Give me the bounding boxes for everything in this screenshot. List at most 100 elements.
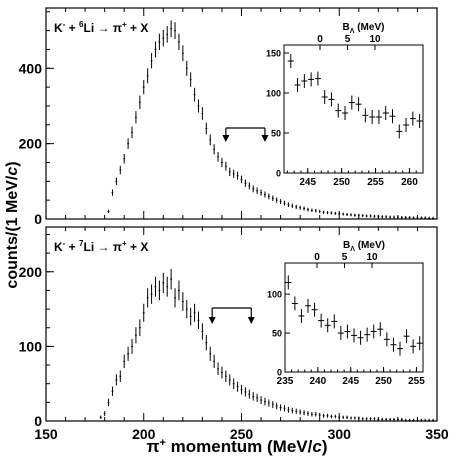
data-point bbox=[397, 418, 399, 422]
reaction-label: K- + 7Li → π+ + X bbox=[54, 239, 148, 254]
inset-x-tick-label: 250 bbox=[375, 376, 392, 387]
data-point bbox=[158, 280, 161, 301]
inset-data-point bbox=[416, 336, 423, 351]
data-point bbox=[221, 157, 223, 168]
data-point bbox=[357, 416, 360, 420]
data-point bbox=[397, 215, 399, 219]
reaction-part: Li bbox=[83, 240, 94, 254]
data-point bbox=[279, 199, 282, 205]
data-point bbox=[158, 33, 161, 51]
data-point bbox=[240, 175, 243, 184]
data-point bbox=[119, 370, 122, 383]
inset-x-tick-label: 245 bbox=[342, 376, 359, 387]
reaction-part: - bbox=[63, 20, 66, 29]
data-point bbox=[201, 107, 204, 120]
data-point bbox=[353, 213, 356, 217]
inset-data-point bbox=[410, 339, 417, 354]
data-point bbox=[275, 197, 278, 203]
data-point bbox=[389, 215, 391, 219]
data-point bbox=[127, 138, 130, 149]
data-point bbox=[310, 208, 313, 213]
data-point bbox=[162, 272, 165, 294]
data-point bbox=[107, 209, 110, 214]
inset-y-tick-label: 0 bbox=[277, 368, 282, 378]
data-point bbox=[205, 122, 208, 135]
data-point bbox=[338, 415, 341, 419]
data-point bbox=[127, 346, 130, 361]
inset-data-point bbox=[403, 329, 410, 344]
data-point bbox=[369, 214, 372, 218]
data-point bbox=[416, 216, 419, 220]
inset-frame bbox=[283, 44, 424, 174]
data-point bbox=[350, 416, 352, 420]
y-axis-label: counts/(1 MeV/c) bbox=[4, 161, 21, 288]
data-point bbox=[314, 208, 317, 213]
data-point bbox=[287, 406, 290, 413]
data-point bbox=[346, 212, 348, 216]
inset-x-tick-label: 235 bbox=[277, 376, 294, 387]
data-point bbox=[170, 268, 173, 290]
data-point bbox=[342, 212, 345, 216]
data-point bbox=[107, 398, 110, 407]
data-point bbox=[138, 319, 141, 337]
data-point bbox=[189, 72, 192, 87]
data-point bbox=[232, 169, 235, 178]
inset-data-point bbox=[357, 330, 364, 345]
data-point bbox=[381, 418, 384, 422]
x-tick-label: 250 bbox=[230, 426, 254, 442]
y-tick-label: 400 bbox=[19, 60, 43, 76]
data-point bbox=[236, 381, 239, 392]
inset-data-point bbox=[362, 108, 369, 123]
data-point bbox=[314, 412, 317, 417]
data-point bbox=[381, 215, 384, 219]
inset-data-point bbox=[416, 114, 423, 128]
data-point bbox=[299, 409, 302, 415]
data-point bbox=[357, 213, 360, 217]
inset-top-axis-label: BΛ (MeV) bbox=[343, 240, 385, 253]
data-point bbox=[260, 189, 262, 196]
data-point bbox=[330, 211, 333, 215]
y-tick-label: 0 bbox=[34, 211, 42, 227]
data-point bbox=[221, 366, 223, 379]
inset-data-point bbox=[370, 324, 377, 339]
inset-data-point bbox=[305, 298, 311, 313]
inset-data-point bbox=[344, 324, 351, 339]
inset-data-point bbox=[337, 326, 344, 341]
data-point bbox=[252, 392, 255, 401]
data-point bbox=[377, 214, 380, 218]
data-point bbox=[131, 126, 133, 139]
data-point bbox=[424, 418, 427, 422]
reaction-part: + X bbox=[127, 240, 149, 254]
inset-top-axis-label-end: (MeV) bbox=[354, 22, 384, 33]
reaction-part: → bbox=[94, 21, 113, 35]
data-point bbox=[377, 418, 380, 422]
data-point bbox=[131, 338, 133, 354]
data-point bbox=[181, 45, 184, 62]
data-point bbox=[369, 417, 372, 421]
data-point bbox=[138, 95, 141, 109]
data-point bbox=[154, 41, 157, 58]
inset-top-tick-label: 5 bbox=[345, 34, 351, 45]
data-point bbox=[142, 303, 145, 322]
data-point bbox=[150, 53, 153, 69]
data-point bbox=[217, 362, 219, 376]
reaction-part: + bbox=[122, 20, 127, 29]
inset-data-point bbox=[321, 90, 328, 104]
data-point bbox=[318, 209, 321, 214]
data-point bbox=[264, 191, 266, 198]
data-point bbox=[213, 144, 216, 155]
inset-top-tick-label: 5 bbox=[342, 252, 348, 263]
reaction-part: 6 bbox=[79, 20, 84, 29]
inset-y-tick-label: 100 bbox=[266, 89, 281, 99]
inset-data-point bbox=[364, 327, 371, 342]
data-point bbox=[111, 386, 114, 396]
inset-top-axis-label-sub: Λ bbox=[350, 28, 355, 35]
inset-data-point bbox=[291, 296, 298, 311]
inset-data-point bbox=[409, 111, 416, 126]
inset-data-point bbox=[355, 97, 362, 112]
data-point bbox=[267, 399, 270, 407]
data-point bbox=[252, 185, 255, 193]
reaction-part: K bbox=[54, 240, 63, 254]
data-point bbox=[365, 214, 368, 218]
